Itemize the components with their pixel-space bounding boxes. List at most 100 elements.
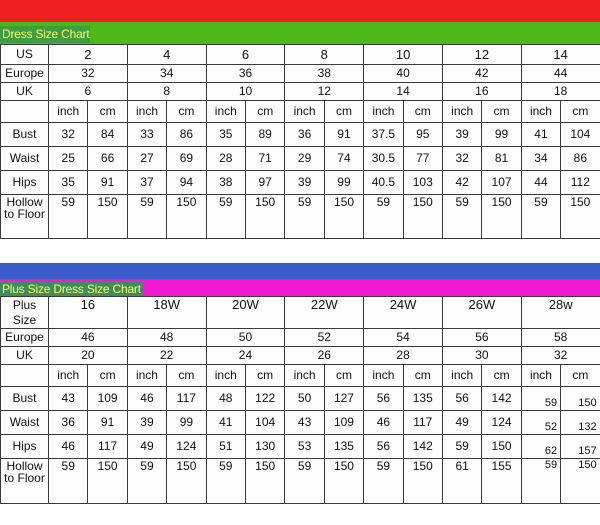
uk-size-cell: 12: [284, 82, 365, 101]
measure-cell: 150: [481, 194, 522, 239]
measure-cell: 59: [126, 458, 168, 504]
measure-cell: 104: [560, 122, 600, 147]
row-label-hips: Hips: [0, 434, 49, 459]
table-row-bust: Bust 32 84 33 86 35 89 36 91 37.5 95 39 …: [0, 122, 600, 147]
table-row-hollow-to-floor: Hollow to Floor 59 150 59 150 59 150 59 …: [0, 458, 600, 504]
plus-size-cell: 20W: [205, 296, 286, 329]
table-row-bust: Bust 43 109 46 117 48 122 50 127 56 135 …: [0, 386, 600, 411]
table-row-waist: Waist 36 91 39 99 41 104 43 109 46 117 4…: [0, 410, 600, 435]
banner-bar-green: [0, 22, 600, 44]
measure-cell: 51: [205, 434, 246, 459]
table-row-waist: Waist 25 66 27 69 28 71 29 74 30.5 77 32…: [0, 146, 600, 171]
uk-size-cell: 32: [520, 346, 600, 365]
measure-cell: 104: [244, 410, 286, 435]
measure-cell: 89: [244, 122, 286, 147]
row-label-plus-size: Plus Size: [0, 296, 49, 329]
table-row-units: inch cm inch cm inch cm inch cm inch cm …: [0, 364, 600, 387]
unit-header: cm: [323, 364, 365, 387]
measure-cell: 142: [481, 386, 522, 411]
europe-size-cell: 48: [126, 328, 207, 347]
measure-cell: 86: [166, 122, 207, 147]
measure-cell: 42: [441, 170, 483, 195]
unit-header: cm: [323, 100, 365, 123]
measure-cell: 99: [481, 122, 522, 147]
unit-header: inch: [363, 100, 404, 123]
us-size-cell: 6: [205, 44, 286, 65]
measure-cell: 32: [47, 122, 89, 147]
measure-cell: 59: [284, 458, 325, 504]
measure-cell: 28: [205, 146, 246, 171]
measure-cell: 59: [441, 434, 483, 459]
measure-cell: 86: [560, 146, 600, 171]
measure-cell: 117: [402, 410, 443, 435]
measure-cell: 41: [205, 410, 246, 435]
measure-cell: 35: [205, 122, 246, 147]
measure-cell: 49: [126, 434, 168, 459]
measure-cell: 44: [520, 170, 562, 195]
plus-size-cell: 24W: [363, 296, 443, 329]
row-label-blank: [0, 364, 49, 387]
measure-cell: 62: [520, 434, 562, 459]
table-row-us: US 2 4 6 8 10 12 14: [0, 44, 600, 65]
europe-size-cell: 40: [363, 64, 443, 83]
unit-header: cm: [560, 100, 600, 123]
measure-cell: 59: [441, 194, 483, 239]
measure-cell: 27: [126, 146, 168, 171]
us-size-cell: 4: [126, 44, 207, 65]
measure-cell: 59: [205, 194, 246, 239]
measure-cell: 38: [205, 170, 246, 195]
unit-header: cm: [87, 364, 128, 387]
measure-cell: 155: [481, 458, 522, 504]
measure-cell: 66: [87, 146, 128, 171]
measure-cell: 59: [47, 458, 89, 504]
dress-size-chart-title: Dress Size Chart: [0, 26, 90, 43]
row-label-us: US: [0, 44, 49, 65]
measure-cell: 59: [47, 194, 89, 239]
table-row-plus-size: Plus Size 16 18W 20W 22W 24W 26W 28w: [0, 296, 600, 329]
us-size-cell: 8: [284, 44, 365, 65]
europe-size-cell: 54: [363, 328, 443, 347]
measure-cell: 95: [402, 122, 443, 147]
unit-header: cm: [87, 100, 128, 123]
measure-cell: 91: [87, 170, 128, 195]
row-label-waist: Waist: [0, 410, 49, 435]
unit-header: inch: [363, 364, 404, 387]
measure-cell: 25: [47, 146, 89, 171]
measure-cell: 74: [323, 146, 365, 171]
measure-cell: 50: [284, 386, 325, 411]
measure-cell: 117: [87, 434, 128, 459]
measure-cell: 99: [323, 170, 365, 195]
measure-cell: 53: [284, 434, 325, 459]
hollow-label-line1: Hollow: [6, 459, 43, 473]
measure-cell: 43: [47, 386, 89, 411]
table-row-uk: UK 6 8 10 12 14 16 18: [0, 82, 600, 101]
measure-cell: 150: [244, 458, 286, 504]
measure-cell: 150: [481, 434, 522, 459]
measure-cell: 59: [284, 194, 325, 239]
table-row-hips: Hips 46 117 49 124 51 130 53 135 56 142 …: [0, 434, 600, 459]
measure-cell: 150: [560, 194, 600, 239]
measure-cell: 81: [481, 146, 522, 171]
measure-cell: 34: [520, 146, 562, 171]
unit-header: inch: [126, 364, 168, 387]
measure-cell: 39: [126, 410, 168, 435]
uk-size-cell: 24: [205, 346, 286, 365]
europe-size-cell: 32: [48, 64, 128, 83]
row-label-uk: UK: [0, 82, 49, 101]
measure-cell: 99: [166, 410, 207, 435]
measure-cell: 36: [284, 122, 325, 147]
measure-cell: 29: [284, 146, 325, 171]
measure-cell: 157: [560, 434, 600, 459]
measure-cell: 150: [560, 458, 600, 504]
unit-header: inch: [441, 100, 483, 123]
unit-header: cm: [481, 100, 522, 123]
unit-header: cm: [166, 364, 207, 387]
table-row-europe: Europe 32 34 36 38 40 42 44: [0, 64, 600, 83]
measure-cell: 56: [441, 386, 483, 411]
measure-cell: 59: [520, 458, 562, 504]
unit-header: inch: [284, 364, 325, 387]
measure-cell: 37: [126, 170, 168, 195]
unit-header: cm: [244, 100, 286, 123]
measure-cell: 150: [323, 194, 365, 239]
